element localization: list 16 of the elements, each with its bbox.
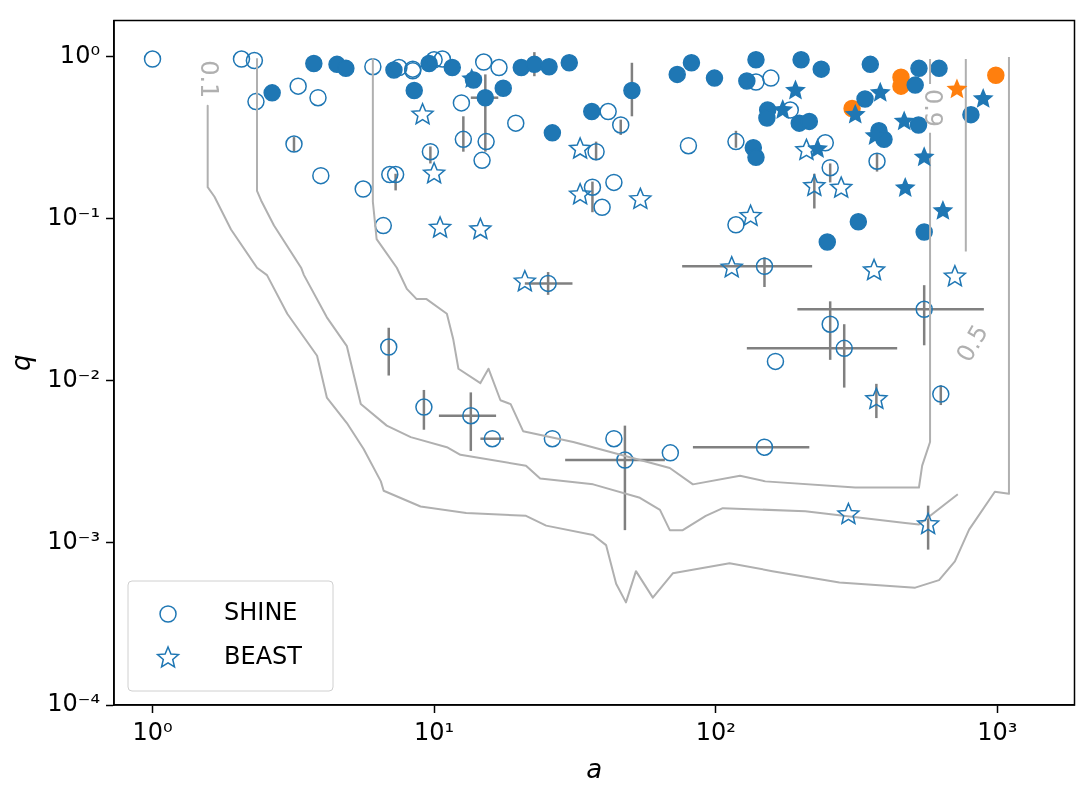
y-axis-title: q — [6, 354, 37, 371]
y-tick-label: 10⁻⁴ — [47, 689, 101, 718]
y-tick-label: 10⁻³ — [47, 527, 101, 556]
x-tick-label: 10³ — [977, 717, 1018, 746]
legend-label: SHINE — [224, 598, 298, 627]
legend-label: BEAST — [224, 642, 303, 671]
x-tick-label: 10² — [695, 717, 736, 746]
annotation: 0.1 — [194, 60, 223, 99]
annotation: 0.9 — [919, 88, 948, 128]
annotation: 0.5 — [950, 319, 994, 367]
x-tick-label: 10¹ — [414, 717, 455, 746]
x-tick-label: 10⁰ — [132, 717, 173, 746]
y-tick-label: 10⁻¹ — [47, 203, 101, 232]
x-axis-title: a — [586, 754, 603, 785]
y-tick-label: 10⁻² — [47, 365, 101, 394]
y-tick-label: 10⁰ — [59, 41, 101, 70]
